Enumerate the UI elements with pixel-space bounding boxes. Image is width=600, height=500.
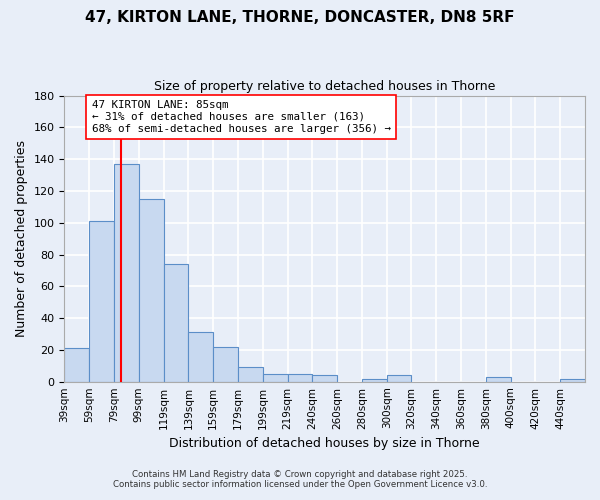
Bar xyxy=(362,378,386,382)
Bar xyxy=(287,374,313,382)
Bar xyxy=(313,376,337,382)
Bar xyxy=(139,199,164,382)
Bar xyxy=(560,378,585,382)
Bar xyxy=(114,164,139,382)
Text: 47 KIRTON LANE: 85sqm
← 31% of detached houses are smaller (163)
68% of semi-det: 47 KIRTON LANE: 85sqm ← 31% of detached … xyxy=(92,100,391,134)
Text: 47, KIRTON LANE, THORNE, DONCASTER, DN8 5RF: 47, KIRTON LANE, THORNE, DONCASTER, DN8 … xyxy=(85,10,515,25)
Title: Size of property relative to detached houses in Thorne: Size of property relative to detached ho… xyxy=(154,80,496,93)
Bar xyxy=(486,377,511,382)
Bar xyxy=(238,368,263,382)
Bar xyxy=(164,264,188,382)
Text: Contains HM Land Registry data © Crown copyright and database right 2025.
Contai: Contains HM Land Registry data © Crown c… xyxy=(113,470,487,489)
Bar xyxy=(188,332,213,382)
Bar xyxy=(386,376,412,382)
Bar xyxy=(213,346,238,382)
Bar xyxy=(263,374,287,382)
Bar xyxy=(89,221,114,382)
X-axis label: Distribution of detached houses by size in Thorne: Distribution of detached houses by size … xyxy=(169,437,480,450)
Bar xyxy=(64,348,89,382)
Y-axis label: Number of detached properties: Number of detached properties xyxy=(15,140,28,337)
